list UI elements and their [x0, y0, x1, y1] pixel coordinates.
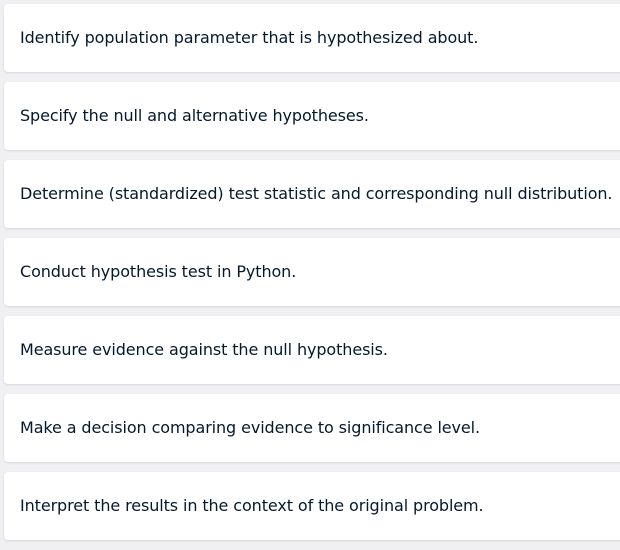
step-label: Specify the null and alternative hypothe…: [20, 106, 369, 125]
step-label: Measure evidence against the null hypoth…: [20, 340, 388, 359]
draggable-step-card[interactable]: Make a decision comparing evidence to si…: [4, 394, 620, 462]
step-label: Determine (standardized) test statistic …: [20, 184, 613, 203]
draggable-step-card[interactable]: Conduct hypothesis test in Python.: [4, 238, 620, 306]
draggable-step-card[interactable]: Specify the null and alternative hypothe…: [4, 82, 620, 150]
step-label: Identify population parameter that is hy…: [20, 28, 479, 47]
step-label: Conduct hypothesis test in Python.: [20, 262, 297, 281]
draggable-step-card[interactable]: Identify population parameter that is hy…: [4, 4, 620, 72]
step-label: Interpret the results in the context of …: [20, 496, 484, 515]
draggable-step-list: Identify population parameter that is hy…: [4, 4, 620, 550]
step-label: Make a decision comparing evidence to si…: [20, 418, 480, 437]
draggable-step-card[interactable]: Determine (standardized) test statistic …: [4, 160, 620, 228]
draggable-step-card[interactable]: Measure evidence against the null hypoth…: [4, 316, 620, 384]
draggable-step-card[interactable]: Interpret the results in the context of …: [4, 472, 620, 540]
